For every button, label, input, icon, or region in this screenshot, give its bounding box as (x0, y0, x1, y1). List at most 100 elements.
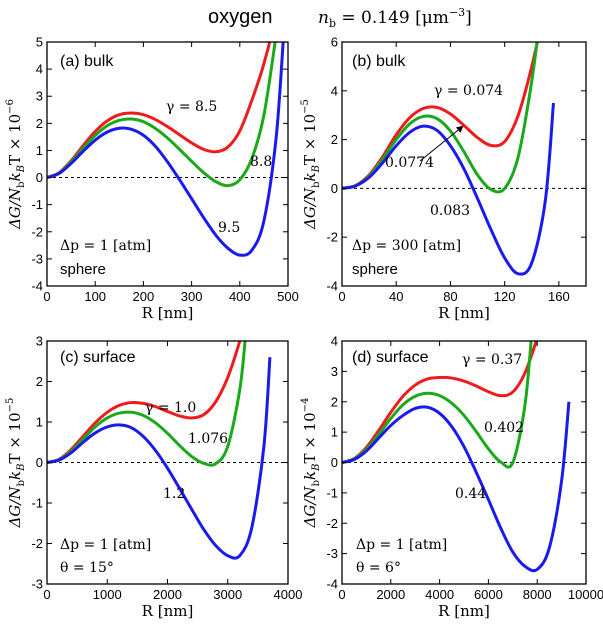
x-tick-label: 10000 (568, 587, 603, 602)
x-tick-label: 1000 (93, 587, 122, 602)
title-n: n (318, 8, 329, 28)
condition-text: Δp = 300 [atm] (352, 238, 461, 254)
x-tick-label: 2000 (153, 587, 182, 602)
y-tick-label: 5 (36, 35, 43, 50)
y-tick-label: -2 (326, 516, 338, 531)
series-line-2 (47, 341, 247, 467)
series-annotation: γ = 0.074 (434, 83, 503, 99)
y-tick-label: 0 (36, 455, 43, 470)
y-tick-label: 0 (331, 455, 338, 470)
y-tick-label: 1 (36, 143, 43, 158)
x-tick-label: 200 (133, 289, 155, 304)
y-tick-label: 0 (36, 170, 43, 185)
series-annotation: 0.083 (430, 203, 470, 219)
panel-label: (c) surface (60, 349, 136, 366)
y-tick-label: -3 (31, 577, 43, 592)
condition-text: Δp = 1 [atm] (60, 537, 151, 553)
x-tick-label: 100 (84, 289, 106, 304)
y-tick-label: 3 (36, 89, 43, 104)
y-tick-label: -2 (31, 536, 43, 551)
x-axis-label: R [nm] (142, 304, 194, 322)
x-tick-label: 2000 (376, 587, 405, 602)
x-tick-label: 300 (181, 289, 203, 304)
x-tick-label: 120 (494, 289, 516, 304)
title-exp: −3 (449, 6, 465, 19)
y-tick-label: 0 (331, 181, 338, 196)
y-axis-label: ΔG/NbkBT × 10−4 (300, 398, 322, 529)
y-tick-label: 1 (36, 415, 43, 430)
y-tick-label: 4 (331, 334, 338, 349)
y-tick-label: 6 (331, 35, 338, 50)
x-axis-label: R [nm] (438, 602, 490, 620)
x-axis-label: R [nm] (142, 602, 194, 620)
condition-text: θ = 6° (356, 560, 401, 576)
x-tick-label: 3000 (213, 587, 242, 602)
x-tick-label: 0 (43, 587, 50, 602)
title-rest: = 0.149 [μm (336, 8, 449, 28)
title-math: nb = 0.149 [μm−3] (318, 6, 472, 30)
y-tick-label: 3 (36, 334, 43, 349)
series-line-2 (47, 42, 277, 188)
series-annotation: γ = 8.5 (166, 99, 217, 115)
y-tick-label: 2 (331, 394, 338, 409)
series-annotation: 9.5 (218, 220, 240, 236)
series-annotation: 0.0774 (385, 155, 434, 171)
figure-title: oxygen nb = 0.149 [μm−3] (208, 6, 472, 30)
y-tick-label: -2 (31, 224, 43, 239)
y-tick-label: -4 (326, 279, 338, 294)
y-axis-label: ΔG/NbkBT × 10−5 (300, 99, 322, 230)
y-tick-label: 4 (331, 83, 338, 98)
series-line-3 (342, 401, 571, 573)
x-tick-label: 4000 (274, 587, 303, 602)
y-tick-label: 2 (331, 132, 338, 147)
series-annotation: 0.402 (484, 420, 524, 436)
panel-label: (b) bulk (352, 53, 406, 70)
series-annotation: 0.44 (455, 486, 486, 502)
x-tick-label: 6000 (474, 587, 503, 602)
y-tick-label: 2 (36, 374, 43, 389)
x-tick-label: 400 (229, 289, 251, 304)
y-tick-label: 1 (331, 425, 338, 440)
y-tick-label: -1 (31, 496, 43, 511)
chart-panel-2: 0 40 80 120 160 -4 -2 0 2 4 6 R [nm] ΔG/NbkBT × 10−5… (300, 35, 587, 322)
x-axis-label: R [nm] (438, 304, 490, 322)
chart-panel-3: 0 1000 2000 3000 4000 -3 -2 -1 0 1 2 3 R [nm] ΔG/NbkB… (5, 334, 303, 621)
y-tick-label: -1 (31, 197, 43, 212)
plot-frame (341, 41, 587, 287)
title-close: ] (465, 8, 472, 28)
condition-text: Δp = 1 [atm] (356, 537, 447, 553)
series-annotation: γ = 0.37 (462, 352, 522, 368)
condition-text: sphere (60, 261, 106, 278)
y-tick-label: -2 (326, 230, 338, 245)
annotation-arrow (419, 125, 464, 162)
x-tick-label: 40 (389, 289, 403, 304)
condition-text: θ = 15° (60, 560, 114, 576)
series-line-1 (342, 341, 538, 464)
series-line-1 (47, 341, 242, 464)
x-tick-label: 0 (338, 289, 345, 304)
x-tick-label: 80 (443, 289, 457, 304)
chart-panel-1: 0 100 200 300 400 500 -4 -3 -2 -1 0 1 2 3 4 5 R [nm] ΔG/N… (5, 35, 299, 323)
x-tick-label: 0 (43, 289, 50, 304)
y-tick-label: 3 (331, 364, 338, 379)
condition-text: Δp = 1 [atm] (60, 238, 151, 254)
x-tick-label: 500 (277, 289, 299, 304)
series-annotation: 1.076 (188, 431, 228, 447)
y-tick-label: -4 (31, 279, 43, 294)
panel-label: (d) surface (352, 349, 429, 366)
y-tick-label: 2 (36, 116, 43, 131)
y-tick-label: -4 (326, 577, 338, 592)
series-annotation: 8.8 (250, 154, 272, 170)
title-word: oxygen (208, 6, 273, 28)
series-line-3 (47, 42, 285, 257)
y-tick-label: 4 (36, 62, 43, 77)
x-tick-label: 8000 (523, 587, 552, 602)
series-line-1 (47, 42, 272, 179)
title-n-sub: b (329, 17, 336, 30)
series-line-3 (47, 357, 272, 560)
y-tick-label: -3 (31, 251, 43, 266)
series-annotation: 1.2 (163, 486, 185, 502)
y-axis-label: ΔG/NbkBT × 10−6 (5, 99, 27, 230)
